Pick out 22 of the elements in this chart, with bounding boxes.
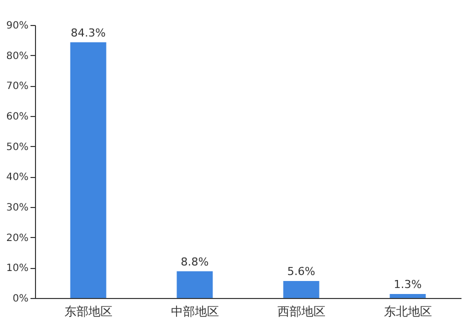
x-tick-label: 中部地区 bbox=[170, 304, 219, 318]
y-tick-label: 50% bbox=[6, 142, 28, 153]
data-label: 8.8% bbox=[180, 255, 209, 268]
data-label: 1.3% bbox=[394, 278, 422, 292]
y-tick-label: 60% bbox=[6, 112, 28, 122]
bar bbox=[176, 271, 213, 298]
x-tick-label: 东部地区 bbox=[64, 304, 112, 318]
data-label: 5.6% bbox=[287, 265, 316, 278]
y-tick-label: 10% bbox=[6, 263, 28, 274]
y-tick-label: 80% bbox=[6, 50, 28, 62]
data-label: 84.3% bbox=[70, 26, 106, 40]
y-tick-label: 40% bbox=[6, 172, 28, 184]
y-tick-label: 90% bbox=[6, 20, 28, 32]
bar bbox=[70, 42, 106, 298]
bar bbox=[283, 281, 320, 298]
y-tick-label: 30% bbox=[6, 202, 28, 214]
y-tick-label: 20% bbox=[6, 232, 28, 244]
y-tick-label: 0% bbox=[12, 294, 28, 304]
x-tick-label: 西部地区 bbox=[277, 304, 326, 318]
x-tick-label: 东北地区 bbox=[384, 304, 432, 318]
bar bbox=[390, 294, 426, 298]
y-tick-label: 70% bbox=[6, 81, 28, 92]
